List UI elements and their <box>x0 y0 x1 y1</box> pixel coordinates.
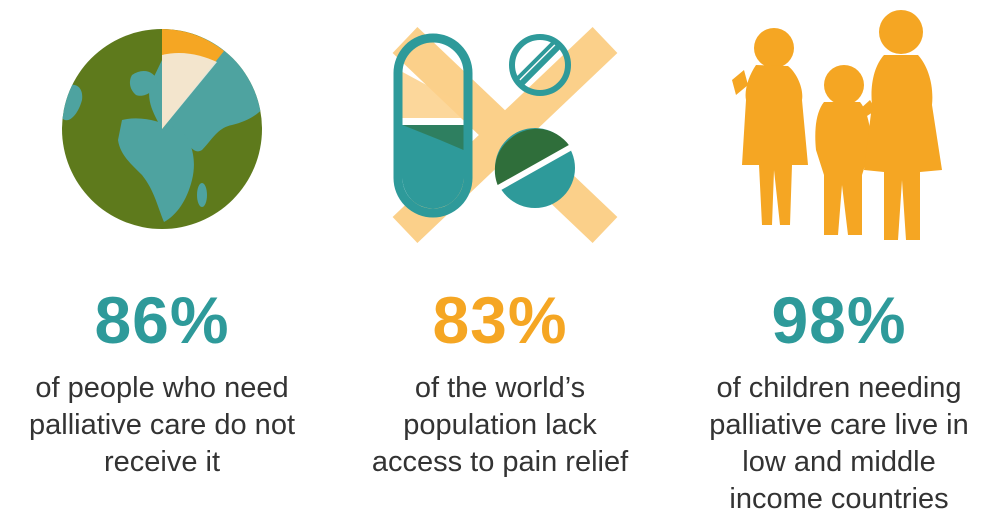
stat-value: 86% <box>94 283 230 357</box>
desc-line: income countries <box>729 483 949 515</box>
stat-description: of people who need palliative care do no… <box>12 370 312 481</box>
desc-line: population lack <box>403 409 597 441</box>
desc-line: access to pain relief <box>371 446 629 478</box>
stat-card-people: 86% of people who need palliative care d… <box>12 0 312 517</box>
desc-line: of the world’s <box>414 372 586 404</box>
desc-line: low and middle <box>742 446 936 478</box>
desc-line: of children needing <box>716 372 962 404</box>
desc-line: palliative care do not <box>29 409 295 441</box>
stat-card-children: 98% of children needing palliative care … <box>684 0 994 517</box>
desc-line: of people who need <box>35 372 289 404</box>
stat-description: of the world’s population lack access to… <box>350 370 650 481</box>
children-silhouette-icon <box>732 10 942 240</box>
stat-value: 98% <box>771 283 907 357</box>
stat-description: of children needing palliative care live… <box>684 370 994 518</box>
stat-card-pain-relief: 83% of the world’s population lack acces… <box>350 0 650 517</box>
desc-line: palliative care live in <box>709 409 969 441</box>
desc-line: receive it <box>103 446 221 478</box>
crossed-out-pills-icon <box>392 26 618 244</box>
globe-icon <box>62 29 262 229</box>
stat-value: 83% <box>432 283 568 357</box>
